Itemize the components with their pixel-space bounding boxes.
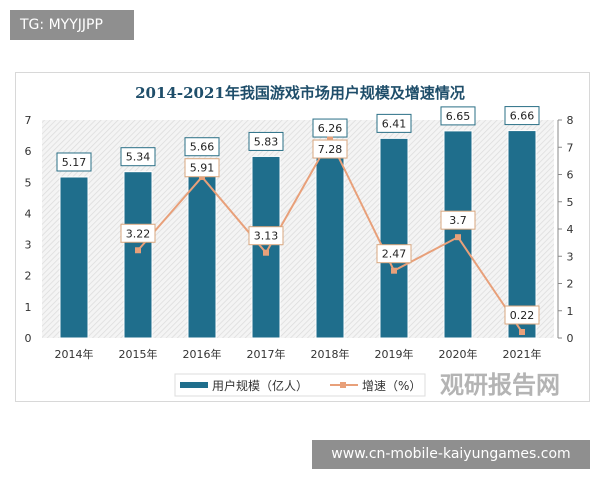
line-marker <box>391 267 397 274</box>
y-left-tick-label: 5 <box>25 176 32 189</box>
chart-frame <box>15 72 590 402</box>
bar <box>123 171 153 339</box>
bar <box>379 137 409 339</box>
y-left-tick-label: 2 <box>25 270 32 283</box>
line-label-box <box>376 244 412 264</box>
bar-label-box <box>248 131 284 151</box>
y-right-tick-label: 1 <box>567 305 574 318</box>
bar-data-label: 6.66 <box>510 110 535 123</box>
line-data-label: 7.28 <box>318 143 343 156</box>
bar-data-label: 5.17 <box>62 156 87 169</box>
legend-box <box>174 373 426 397</box>
bar-data-label: 6.26 <box>318 122 343 135</box>
y-right-tick-label: 2 <box>567 278 574 291</box>
line-label-box <box>504 305 540 325</box>
watermark-tg: TG: MYYJJPP <box>10 10 134 40</box>
x-tick-label: 2017年 <box>247 347 286 361</box>
bar <box>251 155 281 339</box>
y-left-tick-label: 0 <box>25 332 32 345</box>
line-label-box <box>440 210 476 230</box>
line-marker <box>135 247 141 254</box>
line-data-label: 3.7 <box>449 214 467 227</box>
line-data-label: 0.22 <box>510 309 535 322</box>
y-right-tick-label: 0 <box>567 332 574 345</box>
bar <box>315 142 345 339</box>
bar-label-box <box>56 152 92 172</box>
chart-title: 2014-2021年我国游戏市场用户规模及增速情况 <box>135 84 465 102</box>
x-tick-label: 2016年 <box>183 347 222 361</box>
bar-data-label: 5.34 <box>126 151 151 164</box>
bar-label-box <box>184 137 220 157</box>
legend-bar-swatch <box>180 382 208 388</box>
y-right-tick-label: 8 <box>567 114 574 127</box>
x-tick-label: 2019年 <box>375 347 414 361</box>
bar-label-box <box>120 147 156 167</box>
y-left-tick-label: 1 <box>25 301 32 314</box>
bar-label-box <box>504 106 540 126</box>
line-label-box <box>248 226 284 246</box>
y-right-tick-label: 3 <box>567 250 574 263</box>
line-marker <box>263 249 269 256</box>
watermark-site: www.cn-mobile-kaiyungames.com <box>312 440 590 469</box>
line-data-label: 2.47 <box>382 248 407 261</box>
y-right-tick-label: 6 <box>567 169 574 182</box>
line-data-label: 3.13 <box>254 230 279 243</box>
bar-data-label: 6.41 <box>382 117 407 130</box>
bar-data-label: 5.83 <box>254 135 279 148</box>
x-tick-label: 2018年 <box>311 347 350 361</box>
line-label-box <box>312 139 348 159</box>
x-tick-label: 2015年 <box>119 347 158 361</box>
x-tick-label: 2021年 <box>503 347 542 361</box>
line-marker <box>455 234 461 241</box>
y-right-tick-label: 7 <box>567 141 574 154</box>
y-right-tick-label: 5 <box>567 196 574 209</box>
line-label-box <box>184 158 220 178</box>
y-left-tick-label: 3 <box>25 239 32 252</box>
bar <box>187 161 217 339</box>
legend-bar-label: 用户规模（亿人） <box>212 378 308 393</box>
bar-label-box <box>376 113 412 133</box>
bar <box>507 130 537 339</box>
y-left-tick-label: 7 <box>25 114 32 127</box>
plot-area <box>42 120 554 338</box>
watermark-logo: 观研报告网 <box>440 371 560 399</box>
line-data-label: 3.22 <box>126 227 151 240</box>
line-label-box <box>120 223 156 243</box>
y-left-tick-label: 6 <box>25 145 32 158</box>
line-marker <box>519 329 525 336</box>
y-left-tick-label: 4 <box>25 207 32 220</box>
bar-data-label: 6.65 <box>446 110 471 123</box>
line-data-label: 5.91 <box>190 162 215 175</box>
x-tick-label: 2020年 <box>439 347 478 361</box>
bar-label-box <box>440 106 476 126</box>
y-right-tick-label: 4 <box>567 223 574 236</box>
bar <box>59 176 89 339</box>
x-tick-label: 2014年 <box>55 347 94 361</box>
bar-data-label: 5.66 <box>190 141 215 154</box>
legend-line-marker <box>340 382 346 388</box>
legend-line-label: 增速（%） <box>362 379 421 393</box>
